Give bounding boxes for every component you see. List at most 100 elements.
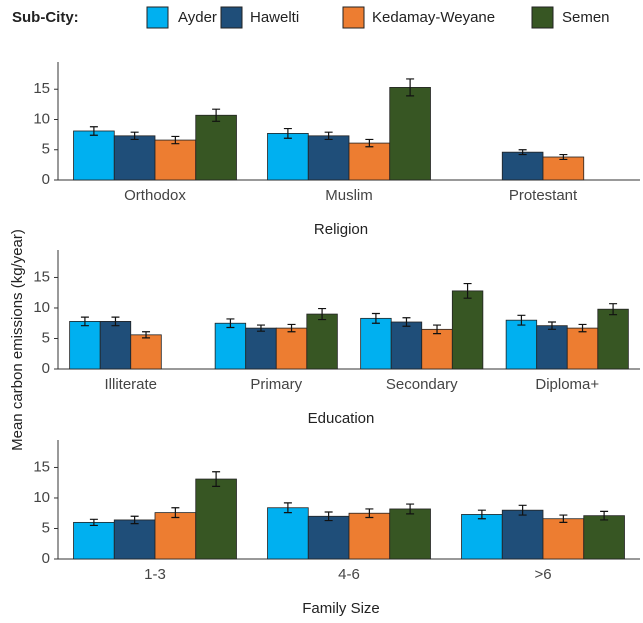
bar — [348, 512, 391, 560]
bar — [275, 327, 308, 370]
error-bar — [518, 504, 527, 516]
error-bar — [365, 138, 374, 148]
error-bar — [283, 127, 292, 139]
y-axis-label: Mean carbon emissions (kg/year) — [9, 229, 26, 451]
error-bar — [287, 323, 296, 333]
error-bar — [463, 282, 472, 299]
bar — [583, 515, 625, 560]
x-tick-label: 4-6 — [338, 566, 360, 583]
bar — [245, 327, 277, 370]
bar — [306, 313, 338, 370]
x-tick-label: Protestant — [509, 187, 578, 204]
error-bar — [477, 509, 486, 520]
x-tick-label: Muslim — [325, 187, 373, 204]
bar — [389, 508, 431, 560]
error-bar — [518, 149, 527, 156]
error-bar — [89, 518, 98, 527]
x-axis-label: Education — [308, 410, 375, 427]
legend-label: Semen — [562, 9, 610, 26]
error-bar — [433, 324, 442, 335]
x-tick-label: Primary — [250, 376, 302, 393]
error-bar — [324, 511, 333, 522]
error-bar — [559, 514, 568, 523]
legend-label: Kedamay-Weyane — [372, 9, 495, 26]
bar — [348, 142, 391, 181]
legend-swatch — [220, 6, 243, 29]
y-tick-label: 5 — [42, 519, 50, 536]
bar — [267, 507, 309, 560]
y-tick-label: 10 — [33, 299, 50, 316]
bar — [195, 478, 237, 560]
bar — [73, 130, 115, 181]
error-bar — [371, 312, 380, 324]
bar — [154, 512, 197, 560]
error-bar — [365, 508, 374, 519]
bar — [214, 322, 247, 370]
bar — [461, 514, 503, 560]
bar — [421, 328, 453, 370]
legend-swatch — [342, 6, 365, 29]
y-tick-label: 15 — [33, 458, 50, 475]
bar — [307, 515, 350, 560]
y-tick-label: 15 — [33, 80, 50, 97]
bar — [501, 151, 544, 181]
bar — [154, 139, 197, 181]
y-tick-label: 5 — [42, 329, 50, 346]
error-bar — [324, 131, 333, 141]
bar — [566, 327, 599, 370]
bar — [195, 114, 237, 181]
error-bar — [80, 316, 89, 327]
bar — [542, 156, 585, 181]
error-bar — [609, 303, 618, 316]
x-axis-label: Religion — [314, 221, 368, 238]
bar — [307, 135, 350, 181]
y-tick-label: 10 — [33, 110, 50, 127]
x-axis-label: Family Size — [302, 600, 380, 617]
error-bar — [111, 316, 120, 327]
x-tick-label: >6 — [534, 566, 551, 583]
bar — [505, 319, 538, 370]
x-tick-label: Orthodox — [124, 187, 186, 204]
legend-label: Ayder — [178, 9, 217, 26]
error-bar — [130, 131, 139, 141]
bar — [113, 519, 156, 560]
error-bar — [226, 318, 235, 329]
y-tick-label: 0 — [42, 550, 50, 567]
bar — [69, 320, 101, 370]
bar — [597, 308, 629, 370]
bar — [390, 321, 423, 370]
error-bar — [578, 323, 587, 333]
y-tick-label: 0 — [42, 171, 50, 188]
error-bar — [547, 321, 556, 330]
x-tick-label: Secondary — [386, 376, 458, 393]
error-bar — [600, 510, 609, 521]
bar — [130, 334, 162, 370]
error-bar — [318, 307, 327, 321]
bar — [99, 320, 132, 370]
error-bar — [406, 78, 415, 97]
legend-label: Hawelti — [250, 9, 299, 26]
error-bar — [130, 515, 139, 525]
error-bar — [142, 331, 151, 339]
x-tick-label: Diploma+ — [535, 376, 599, 393]
x-tick-label: Illiterate — [104, 376, 157, 393]
bar — [267, 133, 309, 181]
legend-swatch — [531, 6, 554, 29]
error-bar — [517, 314, 526, 326]
error-bar — [171, 135, 180, 145]
y-tick-label: 5 — [42, 141, 50, 158]
legend-swatch — [146, 6, 169, 29]
error-bar — [212, 471, 221, 487]
error-bar — [171, 507, 180, 519]
error-bar — [406, 503, 415, 515]
bar — [360, 317, 392, 370]
error-bar — [402, 317, 411, 327]
bar — [536, 325, 568, 370]
bar — [451, 290, 484, 370]
y-tick-label: 0 — [42, 360, 50, 377]
error-bar — [256, 324, 265, 332]
error-bar — [559, 153, 568, 161]
bar — [389, 87, 431, 181]
x-tick-label: 1-3 — [144, 566, 166, 583]
